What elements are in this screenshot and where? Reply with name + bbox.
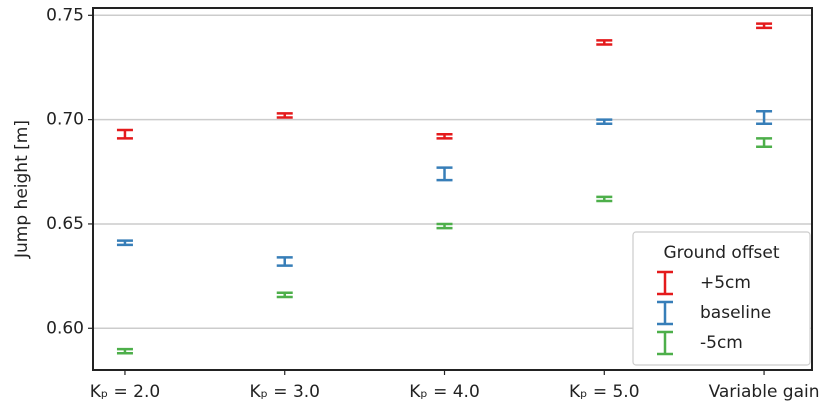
- legend: Ground offset +5cm baseline -5cm: [632, 231, 811, 366]
- y-tick-label: 0.75: [46, 5, 84, 25]
- error-bar: [756, 137, 773, 148]
- legend-label: +5cm: [700, 273, 751, 293]
- error-bar: [116, 128, 133, 140]
- legend-icon: [657, 270, 673, 296]
- legend-label: -5cm: [700, 333, 743, 353]
- legend-label: baseline: [700, 303, 771, 323]
- y-tick-label: 0.60: [46, 318, 84, 338]
- error-bar: [596, 39, 613, 46]
- x-tick-label: Kₚ = 2.0: [90, 382, 161, 402]
- error-bar: [116, 239, 133, 247]
- error-bar: [276, 291, 293, 299]
- y-tick-label: 0.65: [46, 214, 84, 234]
- x-tick-label: Variable gain: [709, 382, 820, 402]
- error-bar: [276, 112, 293, 119]
- x-tick-label: Kₚ = 5.0: [569, 382, 640, 402]
- plot-frame: [92, 7, 813, 371]
- legend-icon: [657, 330, 673, 356]
- error-bar: [276, 256, 293, 267]
- legend-icon: [657, 300, 673, 326]
- error-bar: [756, 110, 773, 126]
- error-bar: [436, 166, 453, 182]
- error-bar: [436, 222, 453, 230]
- error-bar: [756, 22, 773, 30]
- error-bar: [596, 118, 613, 126]
- y-axis-label: Jump height [m]: [12, 120, 32, 259]
- error-bar: [116, 347, 133, 355]
- error-bar: [596, 195, 613, 203]
- x-tick-label: Kₚ = 4.0: [409, 382, 480, 402]
- legend-title: Ground offset: [663, 243, 779, 263]
- error-bar: [436, 132, 453, 140]
- y-tick-label: 0.70: [46, 110, 84, 130]
- legend-box: [632, 231, 811, 366]
- x-tick-label: Kₚ = 3.0: [249, 382, 320, 402]
